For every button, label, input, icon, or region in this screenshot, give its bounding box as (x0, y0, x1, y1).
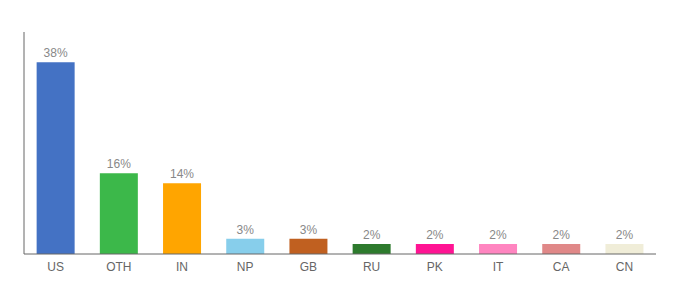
svg-text:3%: 3% (237, 223, 255, 237)
svg-text:2%: 2% (553, 228, 571, 242)
svg-text:14%: 14% (170, 167, 194, 181)
svg-text:US: US (47, 260, 64, 274)
svg-text:GB: GB (300, 260, 317, 274)
svg-text:CN: CN (616, 260, 633, 274)
svg-text:RU: RU (363, 260, 380, 274)
svg-text:2%: 2% (426, 228, 444, 242)
svg-text:38%: 38% (44, 46, 68, 60)
svg-text:OTH: OTH (106, 260, 131, 274)
svg-text:CA: CA (553, 260, 570, 274)
svg-text:16%: 16% (107, 157, 131, 171)
svg-text:NP: NP (237, 260, 254, 274)
svg-text:3%: 3% (300, 223, 318, 237)
svg-text:2%: 2% (363, 228, 381, 242)
svg-text:PK: PK (427, 260, 443, 274)
svg-text:2%: 2% (489, 228, 507, 242)
svg-text:IN: IN (176, 260, 188, 274)
svg-text:2%: 2% (616, 228, 634, 242)
svg-text:IT: IT (493, 260, 504, 274)
